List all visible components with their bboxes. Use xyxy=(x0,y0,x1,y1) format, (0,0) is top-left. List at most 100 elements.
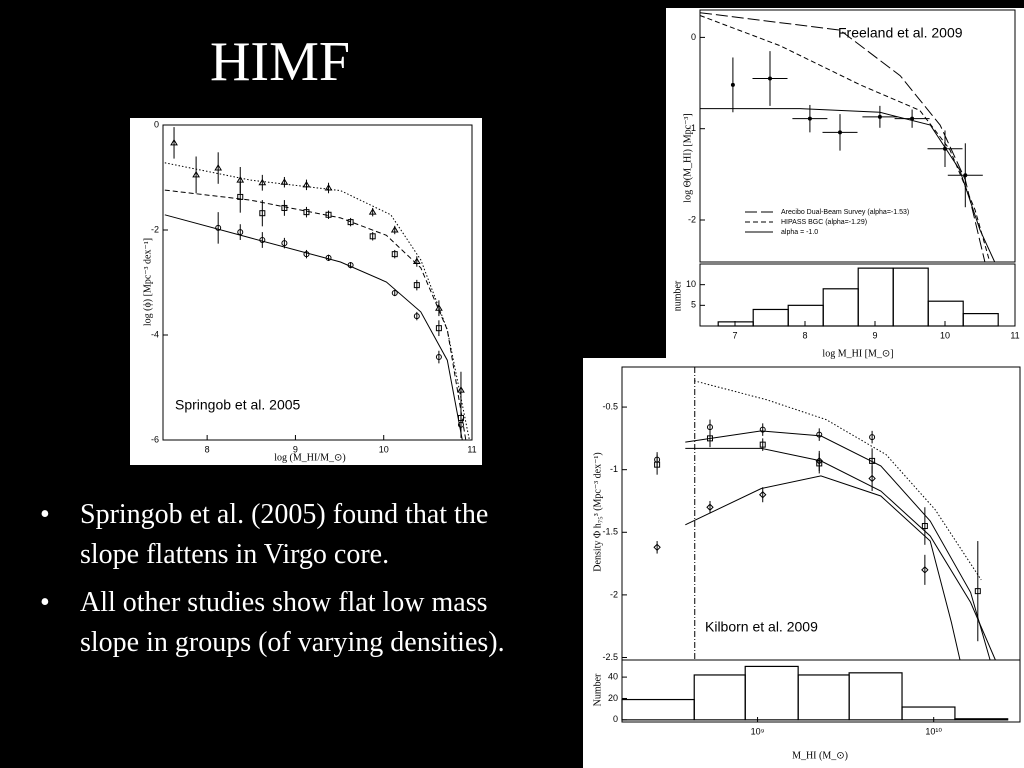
point xyxy=(730,82,735,87)
histogram-bar xyxy=(892,267,929,327)
y-axis-label: Number xyxy=(592,673,603,706)
point xyxy=(281,204,288,211)
y-axis-label: log Θ(M_HI) [Mpc⁻³] xyxy=(682,113,693,202)
x-tick-label: 10⁹ xyxy=(751,726,765,736)
point xyxy=(706,424,713,431)
legend-label: Arecibo Dual-Beam Survey (alpha=-1.53) xyxy=(781,209,909,216)
point xyxy=(816,431,823,438)
point xyxy=(807,116,812,121)
x-tick-label: 11 xyxy=(1010,330,1019,340)
y-axis-label: Density Φ h₇₅³ (Mpc⁻³ dex⁻¹) xyxy=(592,452,603,571)
x-tick-label: 9 xyxy=(872,330,877,340)
y-axis-label: log (ϕ) [Mpc⁻³ dex⁻¹] xyxy=(142,238,153,326)
y-tick-label: -6 xyxy=(151,434,159,444)
x-tick-label: 10 xyxy=(379,444,389,454)
y-tick-label: -2 xyxy=(610,589,618,599)
x-tick-label: 8 xyxy=(802,330,807,340)
y-tick-label: 20 xyxy=(608,693,618,703)
model-curve xyxy=(694,380,982,581)
model-curve xyxy=(164,214,463,441)
point xyxy=(192,170,200,178)
y-tick-label: -0.5 xyxy=(602,401,618,411)
x-tick-label: 10 xyxy=(940,330,950,340)
bullet: All other studies show flat low mass slo… xyxy=(40,583,510,663)
point xyxy=(391,251,398,258)
point xyxy=(654,461,661,468)
point xyxy=(869,457,876,464)
point xyxy=(706,503,714,511)
point xyxy=(215,224,222,231)
point xyxy=(653,543,661,552)
x-tick-label: 9 xyxy=(293,444,298,454)
slide-title: HIMF xyxy=(209,31,351,93)
plot-frame xyxy=(621,659,1021,723)
x-tick-label: 10¹⁰ xyxy=(925,726,942,736)
point xyxy=(413,313,420,320)
x-tick-label: 7 xyxy=(732,330,737,340)
histogram-bar xyxy=(962,313,999,327)
point xyxy=(759,426,766,433)
point xyxy=(868,474,876,483)
point xyxy=(369,233,376,240)
point xyxy=(391,290,398,296)
histogram-bar xyxy=(901,706,956,721)
x-tick-label: 8 xyxy=(205,444,210,454)
x-tick-label: 11 xyxy=(467,444,476,454)
point xyxy=(759,441,766,448)
point xyxy=(921,523,928,530)
bullet-list: Springob et al. (2005) found that the sl… xyxy=(40,495,510,671)
y-tick-label: 5 xyxy=(691,300,696,310)
annotation: Kilborn et al. 2009 xyxy=(705,619,818,635)
point xyxy=(347,219,354,226)
point xyxy=(214,164,223,171)
point xyxy=(170,138,178,146)
point xyxy=(877,114,882,119)
figure-background xyxy=(583,358,1024,768)
point xyxy=(759,491,767,499)
point xyxy=(457,421,464,428)
model-curve xyxy=(685,430,991,661)
point xyxy=(237,193,244,200)
y-tick-label: -2.5 xyxy=(602,652,618,662)
model-curve xyxy=(685,447,996,661)
y-tick-label: -1 xyxy=(688,123,696,133)
point xyxy=(237,229,244,236)
histogram-bar xyxy=(954,718,1009,721)
point xyxy=(281,240,288,247)
point xyxy=(963,173,968,178)
point xyxy=(435,325,442,332)
y-tick-label: 0 xyxy=(613,714,618,724)
y-tick-label: 0 xyxy=(154,119,159,129)
point xyxy=(435,354,442,361)
x-axis-label: log (M_HI/M_⊙) xyxy=(274,452,345,463)
figure-background xyxy=(666,8,1024,358)
point xyxy=(280,178,289,185)
point xyxy=(768,76,772,81)
plot-frame xyxy=(162,124,473,441)
model-curve xyxy=(685,475,961,661)
y-tick-label: 10 xyxy=(686,279,696,289)
y-tick-label: -1 xyxy=(610,464,618,474)
legend-label: HIPASS BGC (alpha=-1.29) xyxy=(781,219,867,226)
y-tick-label: -4 xyxy=(151,329,159,339)
point xyxy=(324,184,333,191)
point xyxy=(838,130,842,135)
figure-background xyxy=(130,118,482,465)
x-axis-label: M_HI (M_⊙) xyxy=(792,750,848,761)
annotation: Springob et al. 2005 xyxy=(175,397,301,413)
y-tick-label: -2 xyxy=(151,224,159,234)
histogram-bar xyxy=(848,672,903,721)
y-tick-label: 40 xyxy=(608,671,618,681)
point xyxy=(921,566,929,574)
point xyxy=(259,210,266,217)
point xyxy=(368,208,377,215)
point xyxy=(869,434,876,441)
bullet: Springob et al. (2005) found that the sl… xyxy=(40,495,510,575)
point xyxy=(258,178,267,186)
point xyxy=(303,251,310,258)
annotation: Freeland et al. 2009 xyxy=(838,25,963,41)
model-curve xyxy=(700,108,996,263)
y-tick-label: 0 xyxy=(691,32,696,42)
